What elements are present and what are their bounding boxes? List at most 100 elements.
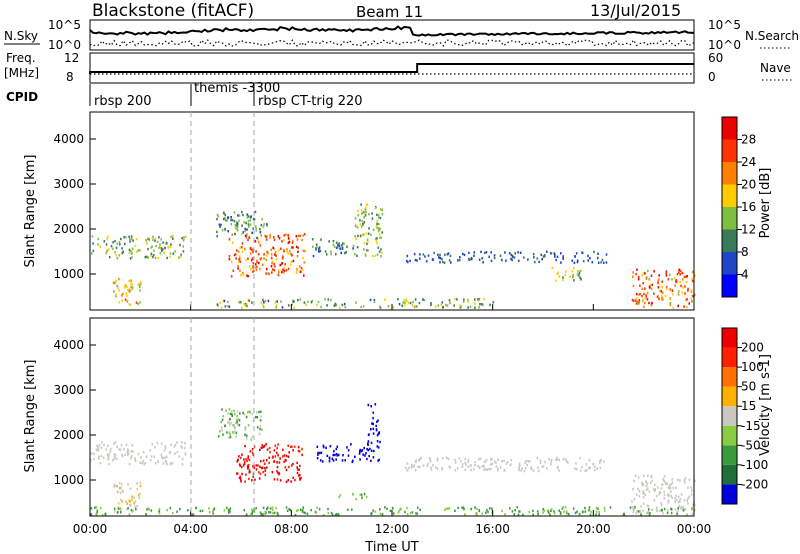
range-gate-cell — [121, 294, 123, 297]
range-gate-cell — [642, 483, 645, 487]
range-gate-cell — [305, 303, 307, 306]
range-gate-cell — [130, 455, 133, 458]
range-gate-cell — [281, 270, 283, 274]
range-gate-cell — [258, 241, 261, 244]
range-gate-cell — [257, 464, 259, 467]
range-gate-cell — [276, 461, 278, 464]
range-gate-cell — [247, 257, 249, 260]
range-gate-cell — [255, 507, 257, 510]
range-gate-cell — [638, 293, 640, 296]
cpid-row: CPID rbsp 200 themis -3300 rbsp CT-trig … — [6, 81, 363, 109]
range-gate-cell — [271, 456, 274, 459]
range-gate-cell — [651, 479, 653, 483]
range-gate-cell — [287, 234, 289, 237]
range-gate-cell — [246, 228, 248, 231]
range-gate-cell — [363, 216, 365, 219]
range-gate-cell — [258, 261, 260, 265]
range-gate-cell — [537, 469, 540, 473]
range-gate-cell — [415, 459, 418, 462]
range-gate-cell — [272, 268, 274, 271]
range-gate-cell — [668, 486, 670, 489]
range-gate-cell — [281, 306, 284, 309]
range-gate-cell — [176, 510, 178, 513]
range-gate-cell — [121, 500, 123, 503]
range-gate-cell — [658, 297, 660, 301]
range-gate-cell — [273, 449, 276, 452]
power-y-label: Slant Range [km] — [23, 155, 38, 268]
range-gate-cell — [430, 302, 432, 305]
range-gate-cell — [675, 486, 677, 489]
range-gate-cell — [303, 261, 306, 264]
range-gate-cell — [165, 242, 168, 245]
range-gate-cell — [514, 252, 516, 255]
range-gate-cell — [590, 510, 592, 514]
range-gate-cell — [287, 252, 290, 255]
range-gate-cell — [127, 288, 129, 292]
colorbar-band — [722, 367, 737, 387]
range-gate-cell — [330, 298, 332, 302]
range-gate-cell — [128, 499, 130, 502]
velocity-xtick-label: 16:00 — [475, 522, 510, 536]
range-gate-cell — [150, 509, 153, 512]
range-gate-cell — [249, 223, 252, 226]
velocity-ytick-label: 4000 — [53, 338, 84, 352]
range-gate-cell — [260, 257, 262, 260]
range-gate-cell — [160, 442, 163, 445]
range-gate-cell — [599, 459, 601, 462]
range-gate-cell — [667, 501, 670, 504]
range-gate-cell — [663, 493, 666, 497]
range-gate-cell — [245, 513, 248, 516]
range-gate-cell — [378, 222, 380, 226]
range-gate-cell — [427, 254, 430, 257]
range-gate-cell — [661, 296, 663, 300]
range-gate-cell — [631, 500, 633, 503]
range-gate-cell — [259, 511, 262, 514]
range-gate-cell — [277, 513, 279, 516]
range-gate-cell — [166, 256, 168, 260]
range-gate-cell — [246, 459, 248, 463]
range-gate-cell — [262, 303, 264, 307]
range-gate-cell — [378, 227, 380, 230]
colorbar-tick-label: 12 — [741, 223, 756, 237]
range-gate-cell — [477, 465, 479, 468]
range-gate-cell — [260, 513, 263, 516]
power-ytick-label: 1000 — [53, 267, 84, 281]
colorbar-band — [722, 252, 737, 275]
range-gate-cell — [105, 251, 108, 255]
range-gate-cell — [338, 495, 340, 499]
range-gate-cell — [238, 257, 241, 260]
range-gate-cell — [658, 274, 660, 277]
range-gate-cell — [236, 420, 238, 423]
range-gate-cell — [490, 463, 492, 466]
range-gate-cell — [327, 507, 329, 511]
range-gate-cell — [688, 495, 690, 498]
range-gate-cell — [397, 511, 400, 514]
range-gate-cell — [479, 302, 481, 306]
range-gate-cell — [301, 447, 303, 451]
range-gate-cell — [251, 479, 253, 482]
range-gate-cell — [510, 463, 512, 466]
range-gate-cell — [337, 453, 340, 457]
range-gate-cell — [317, 250, 320, 253]
range-gate-cell — [596, 467, 598, 470]
range-gate-cell — [113, 453, 116, 456]
range-gate-cell — [336, 246, 339, 249]
range-gate-cell — [119, 491, 122, 495]
range-gate-cell — [406, 506, 408, 510]
range-gate-cell — [250, 259, 253, 262]
range-gate-cell — [163, 449, 166, 452]
range-gate-cell — [237, 267, 239, 270]
range-gate-cell — [282, 448, 284, 451]
range-gate-cell — [481, 465, 484, 468]
range-gate-cell — [683, 479, 686, 482]
range-gate-cell — [259, 472, 262, 476]
range-gate-cell — [246, 233, 248, 236]
range-gate-cell — [676, 512, 678, 516]
range-gate-cell — [244, 303, 247, 306]
range-gate-cell — [656, 510, 659, 513]
freq-tick-low: 8 — [66, 70, 74, 84]
range-gate-cell — [134, 500, 137, 503]
range-gate-cell — [423, 298, 426, 302]
range-gate-cell — [491, 458, 493, 461]
range-gate-cell — [144, 256, 147, 259]
